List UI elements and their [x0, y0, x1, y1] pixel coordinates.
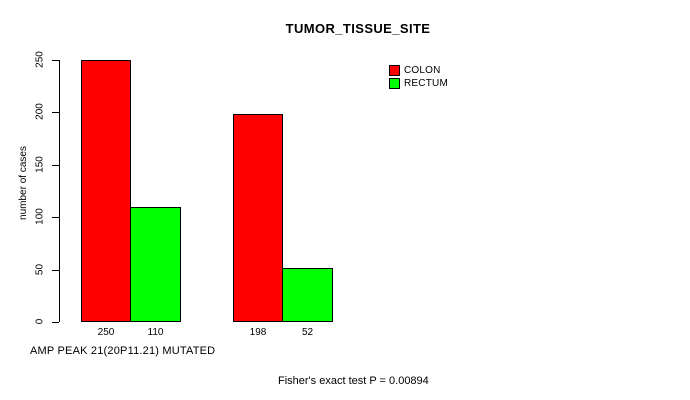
bar-rectum-group1: [130, 207, 181, 322]
y-tick-label: 150: [34, 156, 46, 173]
fisher-test-note: Fisher's exact test P = 0.00894: [278, 375, 429, 387]
y-tick-label: 200: [34, 103, 46, 120]
bar-value-label: 110: [147, 327, 164, 338]
legend-label: RECTUM: [404, 78, 448, 89]
chart-title: TUMOR_TISSUE_SITE: [285, 21, 431, 36]
y-tick-label: 0: [34, 318, 46, 325]
legend-swatch-colon: [389, 65, 400, 76]
y-axis-line: [59, 60, 60, 322]
y-tick-mark: [52, 112, 59, 113]
bar-rectum-group2: [282, 268, 333, 322]
y-tick-mark: [52, 217, 59, 218]
y-tick-mark: [52, 60, 59, 61]
y-tick-mark: [52, 270, 59, 271]
legend-item-rectum: RECTUM: [389, 77, 448, 90]
y-axis-label: number of cases: [18, 146, 29, 220]
bar-value-label: 198: [249, 327, 267, 338]
legend-item-colon: COLON: [389, 64, 448, 77]
bar-colon-group1: [81, 60, 131, 322]
legend-label: COLON: [404, 65, 441, 76]
legend-swatch-rectum: [389, 78, 400, 89]
x-axis-annotation: AMP PEAK 21(20P11.21) MUTATED: [30, 345, 216, 357]
legend: COLON RECTUM: [389, 64, 448, 90]
y-tick-mark: [52, 322, 59, 323]
bar-colon-group2: [233, 114, 283, 322]
y-tick-mark: [52, 165, 59, 166]
y-tick-label: 100: [34, 208, 46, 225]
bar-value-label: 250: [97, 327, 115, 338]
y-tick-label: 50: [34, 263, 46, 276]
bar-value-label: 52: [301, 327, 314, 338]
y-tick-label: 250: [34, 51, 46, 68]
